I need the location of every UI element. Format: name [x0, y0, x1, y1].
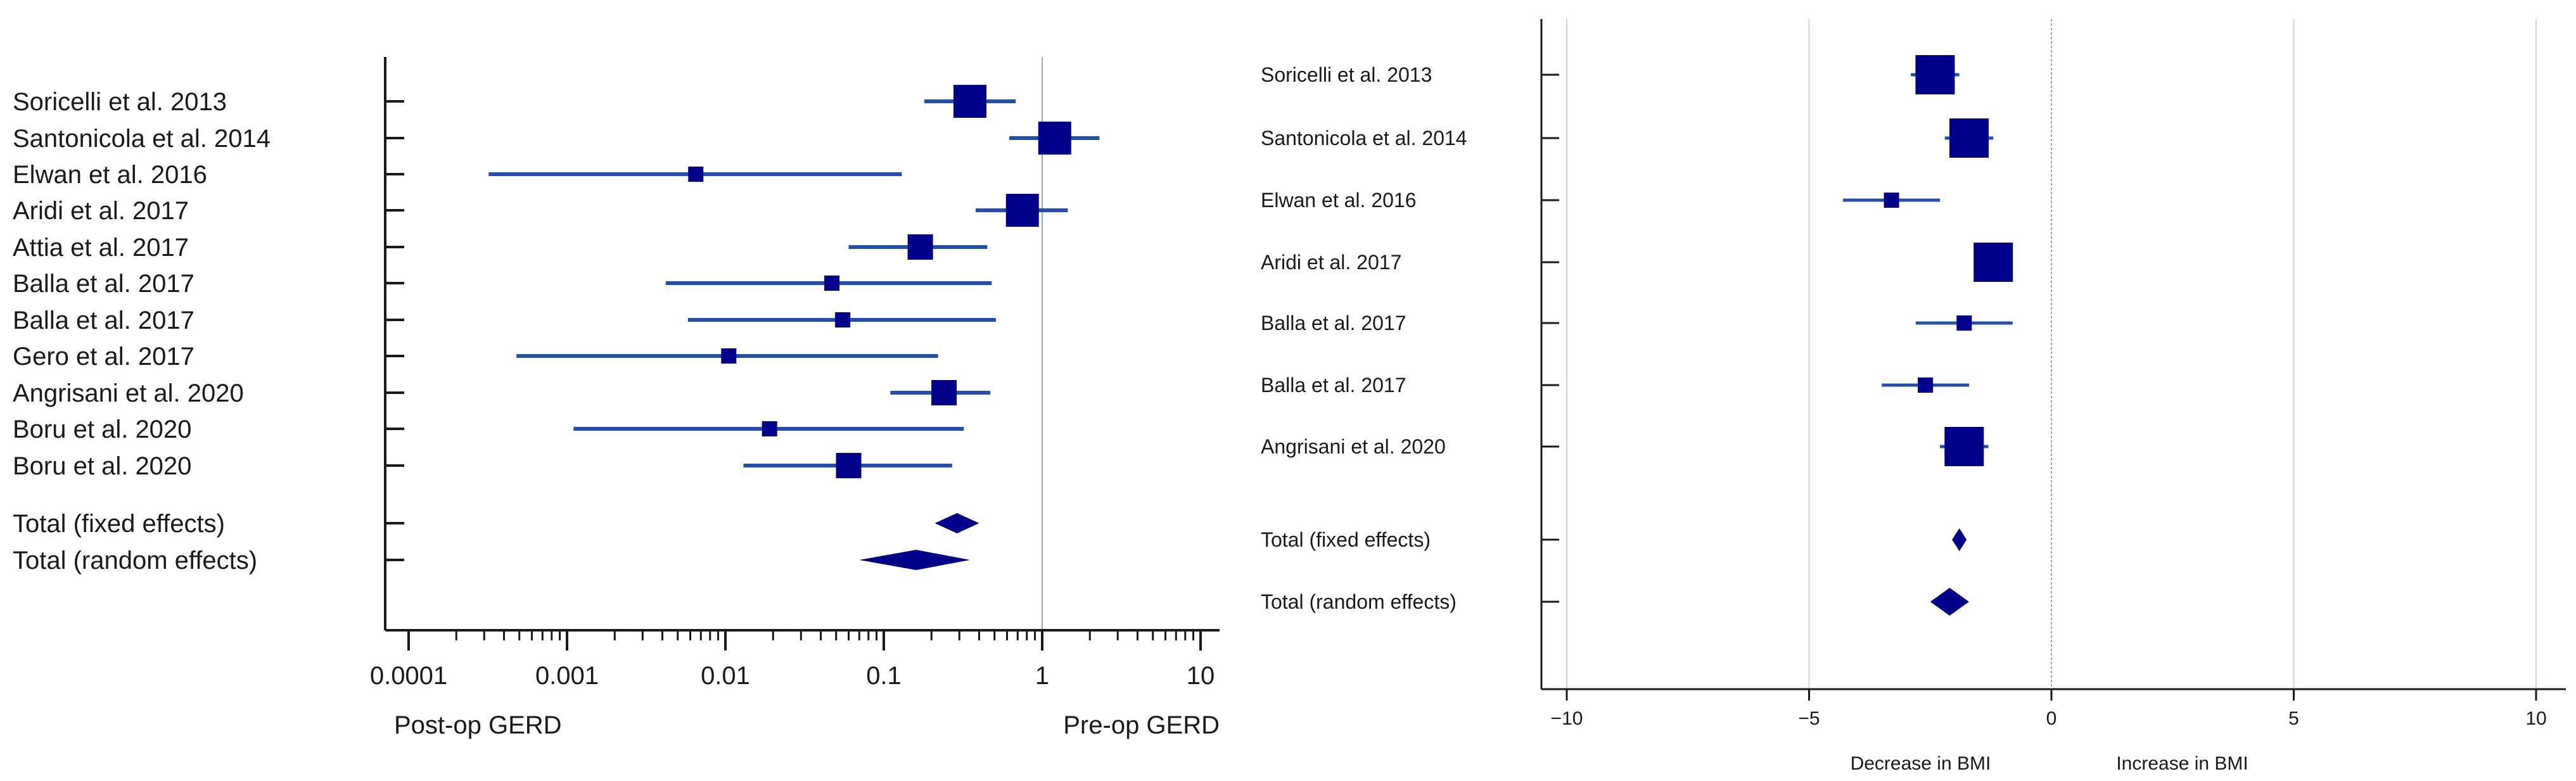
left-point-estimate	[836, 453, 862, 478]
left-study-label: Gero et al. 2017	[13, 343, 194, 371]
left-axis: 0.0001 0.001 0.01 0.1 1 10	[370, 57, 1220, 690]
right-x-tick-label: 5	[2288, 708, 2299, 729]
left-point-estimate	[953, 85, 987, 118]
left-point-estimate	[931, 380, 957, 405]
right-point-estimate	[1918, 378, 1934, 393]
left-x-tick-label: 0.0001	[370, 662, 447, 690]
right-x-tick-label: 10	[2525, 708, 2546, 729]
left-point-estimate	[688, 167, 704, 182]
right-total-diamond	[1952, 528, 1967, 551]
right-x-tick-label: −5	[1798, 708, 1820, 729]
right-point-estimate	[1915, 55, 1955, 94]
left-study-label: Elwan et al. 2016	[13, 161, 207, 189]
right-point-estimate	[1944, 427, 1984, 466]
left-x-tick-label: 10	[1187, 662, 1215, 690]
right-study-label: Santonicola et al. 2014	[1261, 127, 1467, 149]
left-study-label: Attia et al. 2017	[13, 234, 189, 262]
right-study-label: Balla et al. 2017	[1261, 374, 1406, 397]
left-study-label: Balla et al. 2017	[13, 270, 194, 298]
left-x-tick-label: 0.001	[535, 662, 599, 690]
left-point-estimate	[824, 276, 840, 291]
left-total-diamond	[859, 550, 971, 570]
left-point-estimate	[907, 234, 933, 260]
left-forest-plot-gerd: Soricelli et al. 2013 Santonicola et al. …	[13, 57, 1220, 739]
left-study-labels: Soricelli et al. 2013 Santonicola et al. …	[13, 88, 271, 575]
right-xlabel-increase: Increase in BMI	[2116, 753, 2248, 774]
right-point-estimate	[1949, 118, 1989, 158]
right-study-marks	[1843, 55, 2013, 616]
left-point-estimate	[762, 421, 777, 436]
left-x-tick-label: 0.01	[701, 662, 750, 690]
right-point-estimate	[1956, 315, 1972, 331]
right-point-estimate	[1884, 193, 1899, 208]
left-study-label: Angrisani et al. 2020	[13, 379, 244, 407]
left-study-label: Aridi et al. 2017	[13, 197, 189, 225]
right-total-diamond	[1930, 588, 1969, 616]
right-gridlines	[1566, 19, 2537, 689]
left-study-label: Boru et al. 2020	[13, 416, 191, 443]
left-point-estimate	[1038, 122, 1071, 155]
left-x-tick-label: 0.1	[866, 662, 902, 690]
left-study-label: Santonicola et al. 2014	[13, 125, 271, 153]
right-x-tick-label: −10	[1551, 708, 1583, 729]
left-total-diamond	[934, 513, 979, 533]
right-study-label: Aridi et al. 2017	[1261, 251, 1401, 274]
left-total-label: Total (random effects)	[13, 547, 257, 575]
right-x-tick-label: 0	[2046, 708, 2057, 729]
left-point-estimate	[721, 348, 737, 364]
right-point-estimate	[1973, 243, 2013, 282]
right-study-label: Elwan et al. 2016	[1261, 189, 1417, 212]
left-study-label: Soricelli et al. 2013	[13, 88, 227, 116]
right-forest-plot-bmi: Soricelli et al. 2013 Santonicola et al. …	[1261, 19, 2566, 774]
left-study-marks	[488, 85, 1100, 570]
right-total-label: Total (random effects)	[1261, 590, 1457, 613]
left-point-estimate	[835, 312, 851, 327]
right-study-labels: Soricelli et al. 2013 Santonicola et al. …	[1261, 63, 1467, 613]
left-study-label: Balla et al. 2017	[13, 307, 194, 334]
right-study-label: Soricelli et al. 2013	[1261, 63, 1432, 86]
right-total-label: Total (fixed effects)	[1261, 528, 1431, 551]
right-study-label: Balla et al. 2017	[1261, 312, 1406, 334]
left-total-label: Total (fixed effects)	[13, 510, 225, 538]
left-x-tick-label: 1	[1035, 662, 1049, 690]
left-xlabel-pre-op: Pre-op GERD	[1063, 711, 1220, 739]
left-point-estimate	[1005, 194, 1039, 227]
right-study-label: Angrisani et al. 2020	[1261, 435, 1446, 458]
right-xlabel-decrease: Decrease in BMI	[1851, 753, 1991, 774]
right-axis: −10 −5 0 5 10	[1540, 19, 2566, 729]
left-study-label: Boru et al. 2020	[13, 452, 191, 480]
left-xlabel-post-op: Post-op GERD	[394, 711, 562, 739]
